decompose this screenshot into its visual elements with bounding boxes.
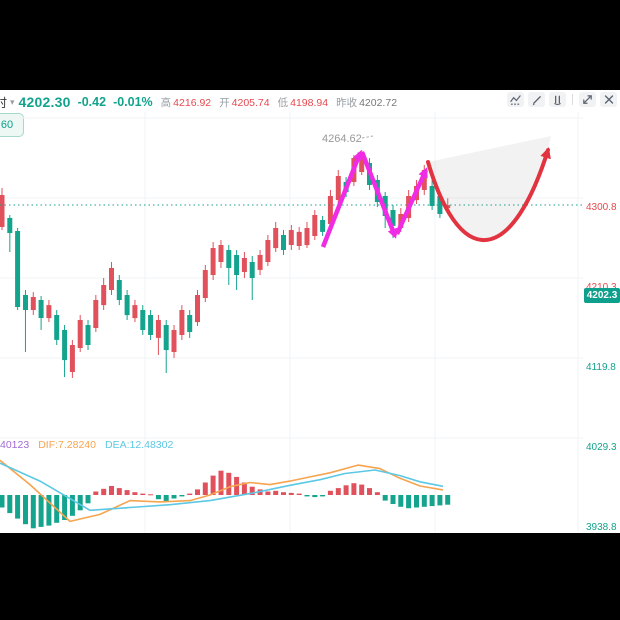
projection-shade [428,136,551,241]
axis-tick-label: 3938.8 [586,522,617,533]
toolbar-divider [572,94,573,105]
axis-tick-label: 4300.8 [586,201,617,213]
chevron-down-icon: ▾ [10,96,15,107]
projection-arrow [426,147,551,243]
dea-value: DEA:12.48302 [105,439,174,451]
chart-panel: 时 ▾ 4202.30 -0.42 -0.01% 高 4216.92 开 4205.… [0,90,620,617]
macd-lines [0,459,444,523]
top-black-bar [0,0,620,90]
open-stat: 开 4205.74 [219,96,270,109]
axis-tick-label: 4210.3 [586,282,617,293]
timeframe-dropdown[interactable]: 时 ▾ [0,94,19,111]
candlestick-series [0,150,451,378]
timeframe-60-button[interactable]: 60 [0,113,24,137]
low-stat: 低 4198.94 [277,96,329,109]
high-price-tick [361,135,374,139]
zigzag-down-arrow [359,151,398,239]
zigzag-up-arrow-1 [320,150,363,248]
expand-icon[interactable] [579,92,596,107]
current-price-badge: 4202.3 [584,288,620,303]
chart-canvas[interactable]: 4264.62 [0,90,620,533]
hand-icon[interactable] [549,92,566,107]
price-change-pct: -0.01% [113,95,153,109]
timeframe-label: 时 [0,95,8,110]
high-price-label: 4264.62 [322,133,362,145]
draw-icon[interactable] [528,92,545,107]
annotations: 4264.62 [320,133,551,248]
chart-toolbar [507,92,617,107]
prev-close-stat: 昨收 4202.72 [336,96,398,109]
close-icon[interactable] [600,92,617,107]
axis-tick-label: 4119.8 [586,362,616,373]
macd-label-row: 40123 DIF:7.28240 DEA:12.48302 [0,439,173,451]
axis-tick-label: 4029.3 [586,442,617,453]
bottom-black-bar [0,533,620,620]
gridlines [0,112,583,533]
macd-value: 40123 [0,439,30,451]
last-price: 4202.30 [18,94,71,110]
indicator-icon[interactable] [507,92,524,107]
price-change: -0.42 [77,95,107,109]
dif-value: DIF:7.28240 [38,439,96,451]
chart-header: 时 ▾ 4202.30 -0.42 -0.01% 高 4216.92 开 4205.… [0,92,620,112]
zigzag-up-arrow-2 [394,167,429,235]
high-stat: 高 4216.92 [160,96,212,109]
macd-histogram [0,470,451,529]
